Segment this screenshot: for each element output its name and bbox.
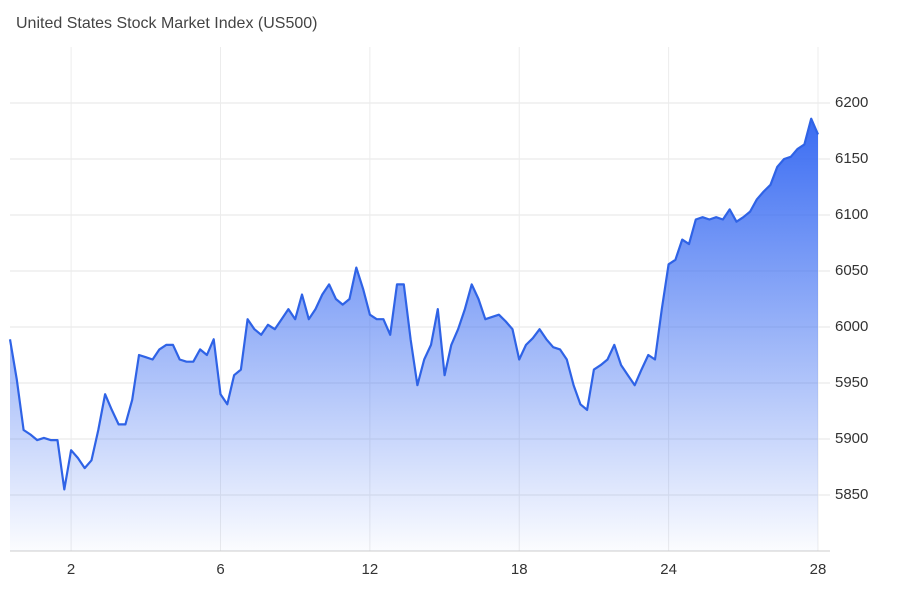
- chart-title: United States Stock Market Index (US500): [16, 15, 317, 32]
- price-line: [8, 117, 820, 491]
- y-tick-label: 6100: [835, 206, 868, 223]
- y-tick-label: 5850: [835, 486, 868, 503]
- x-tick-label: 6: [216, 561, 224, 578]
- x-tick-label: 24: [660, 561, 677, 578]
- y-tick-label: 6000: [835, 318, 868, 335]
- x-tick-label: 2: [67, 561, 75, 578]
- y-tick-label: 6050: [835, 262, 868, 279]
- y-tick-label: 5950: [835, 374, 868, 391]
- y-tick-label: 6200: [835, 94, 868, 111]
- x-tick-label: 28: [810, 561, 827, 578]
- x-tick-label: 12: [362, 561, 379, 578]
- x-tick-label: 18: [511, 561, 528, 578]
- y-tick-label: 5900: [835, 430, 868, 447]
- area-fill: [10, 118, 818, 551]
- y-tick-label: 6150: [835, 150, 868, 167]
